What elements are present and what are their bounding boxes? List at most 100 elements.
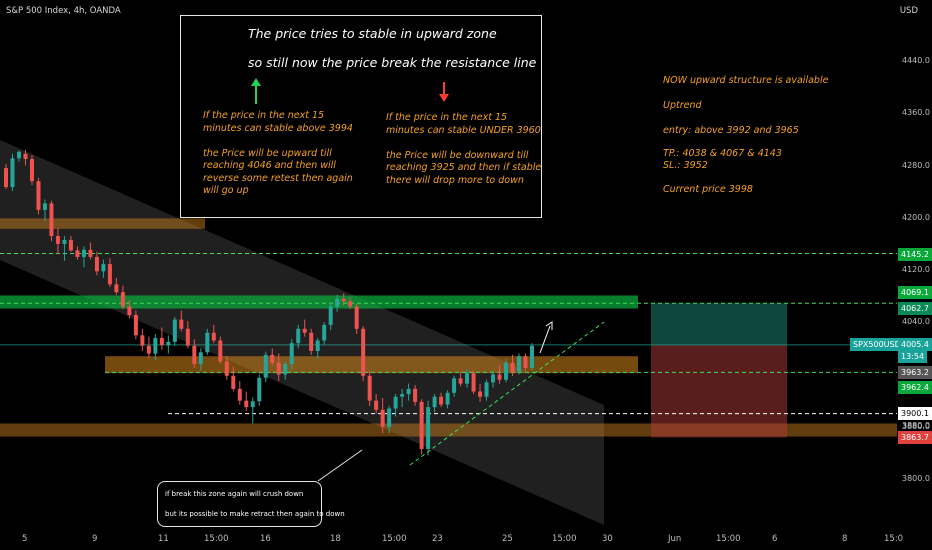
candle-body: [172, 319, 177, 342]
time-tick-label: 16: [260, 534, 271, 544]
price-tag-4145: 4145.2: [898, 248, 932, 261]
time-tick-label: 15:00: [716, 534, 741, 544]
resistance-zone: [0, 295, 638, 309]
down-arrow-head: [439, 94, 449, 102]
candle-body: [55, 236, 60, 244]
candle-body: [263, 354, 268, 378]
candle-body: [153, 337, 158, 354]
candle-body: [517, 356, 522, 372]
callout-bubble: [157, 481, 322, 527]
candle-body: [75, 250, 80, 257]
price-tick-label: 3880.0: [902, 421, 930, 431]
candle-body: [81, 249, 86, 257]
support-zone: [105, 356, 638, 374]
candle-body: [406, 388, 411, 395]
candle-body: [335, 298, 340, 307]
stop-loss-box: [651, 344, 787, 438]
candle-body: [10, 158, 15, 188]
candle-body: [140, 335, 145, 346]
candle-body: [42, 203, 47, 210]
candle-body: [36, 181, 41, 210]
candle-body: [315, 340, 320, 351]
price-tick-label: 4280.0: [902, 160, 930, 170]
headline-1: The price tries to stable in upward zone: [248, 26, 497, 41]
candle-body: [270, 354, 275, 363]
candle-body: [101, 264, 106, 272]
candle-body: [419, 401, 424, 449]
candle-body: [88, 249, 93, 257]
candle-body: [504, 362, 509, 380]
candle-body: [439, 396, 444, 405]
candle-body: [523, 356, 528, 368]
candle-body: [354, 306, 359, 329]
candle-body: [484, 382, 489, 397]
candle-body: [16, 151, 21, 159]
candle-body: [374, 400, 379, 410]
headline-2: so still now the price break the resista…: [248, 55, 537, 70]
downward-scenario-note: If the price in the next 15 minutes can …: [386, 112, 542, 186]
candle-body: [244, 400, 249, 408]
candle-body: [114, 284, 119, 293]
upward-scenario-note: If the price in the next 15 minutes can …: [203, 110, 353, 196]
candle-body: [361, 328, 366, 376]
time-tick-label: 30: [602, 534, 613, 544]
candle-body: [413, 388, 418, 402]
projection-arrow-head: [545, 321, 553, 330]
candle-body: [426, 407, 431, 449]
candle-body: [205, 332, 210, 353]
candle-body: [29, 158, 34, 182]
price-tick-label: 3800.0: [902, 474, 930, 483]
time-tick-label: 15:00: [552, 534, 577, 544]
candle-body: [4, 168, 8, 188]
price-tag-4062: 4062.7: [898, 302, 932, 315]
take-profit-box: [651, 303, 787, 345]
callout-line-1: if break this zone again will crush down: [165, 490, 304, 498]
candle-body: [159, 337, 164, 346]
candle-body: [309, 332, 314, 351]
candle-body: [289, 343, 294, 365]
candle-body: [179, 319, 184, 329]
candle-body: [458, 378, 463, 384]
candle-body: [250, 401, 255, 408]
descending-channel: [0, 140, 604, 525]
candle-body: [146, 345, 151, 354]
candle-body: [348, 301, 353, 307]
structure-note: NOW upward structure is available: [663, 75, 829, 86]
candle-body: [49, 203, 54, 237]
candle-body: [322, 324, 327, 341]
candle-body: [491, 374, 496, 383]
currency-label: USD: [899, 6, 918, 16]
projection-arrow: [539, 325, 551, 354]
candle-body: [367, 375, 372, 401]
candle-body: [62, 239, 67, 244]
candle-body: [296, 328, 301, 344]
price-tag-3962: 3962.4: [898, 381, 932, 394]
price-tick-label: 4360.0: [902, 108, 930, 118]
price-label-3880: 3880.0: [902, 421, 930, 430]
last-price-tag: 4005.4: [898, 338, 932, 351]
price-tick-label: 4440.0: [902, 56, 930, 65]
price-tag-3863: 3863.7: [898, 431, 932, 444]
candle-body: [237, 388, 242, 401]
candle-body: [133, 315, 138, 336]
candle-body: [393, 396, 398, 409]
candle-body: [328, 306, 333, 325]
candle-body: [302, 328, 307, 333]
entry-note: entry: above 3992 and 3965: [663, 125, 799, 136]
candle-body: [432, 396, 437, 408]
price-tag-3963: 3963.2: [898, 366, 932, 379]
candle-body: [107, 264, 112, 285]
candle-body: [471, 373, 476, 392]
countdown-tag: 13:54: [898, 350, 928, 363]
chart-title: S&P 500 Index, 4h, OANDA: [6, 6, 121, 16]
candle-body: [510, 362, 515, 372]
time-tick-label: 6: [772, 534, 778, 544]
symbol-tag: SPX500USD: [850, 338, 904, 351]
candle-body: [166, 341, 171, 346]
candle-body: [465, 373, 470, 384]
analysis-note-box: [180, 15, 542, 218]
callout-line-2: but its possible to make retract then ag…: [165, 510, 345, 518]
time-tick-label: 8: [842, 534, 848, 544]
candle-body: [380, 409, 385, 427]
